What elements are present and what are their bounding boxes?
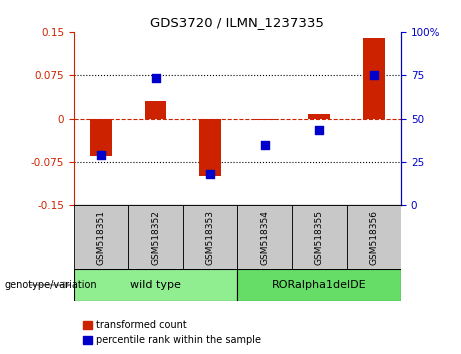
Text: GSM518351: GSM518351 [96,210,106,265]
Bar [254,119,276,120]
Bar [199,119,221,176]
Point [152,75,159,81]
Bar [308,114,330,119]
Text: GSM518356: GSM518356 [369,210,378,265]
Bar [74,205,128,269]
Point [207,171,214,176]
Text: GSM518353: GSM518353 [206,210,215,265]
Text: GSM518352: GSM518352 [151,210,160,265]
Bar [347,205,401,269]
Bar [90,119,112,156]
Bar [145,101,166,119]
Text: RORalpha1delDE: RORalpha1delDE [272,280,366,290]
Text: GSM518354: GSM518354 [260,210,269,265]
Bar [237,205,292,269]
Bar [74,269,237,301]
Point [315,127,323,133]
Point [370,73,378,78]
Bar [128,205,183,269]
Bar [183,205,237,269]
Point [97,152,105,158]
Title: GDS3720 / ILMN_1237335: GDS3720 / ILMN_1237335 [150,16,325,29]
Legend: transformed count, percentile rank within the sample: transformed count, percentile rank withi… [79,316,265,349]
Text: GSM518355: GSM518355 [315,210,324,265]
Bar [363,38,384,119]
Bar [292,205,347,269]
Text: genotype/variation: genotype/variation [5,280,97,290]
Bar [237,269,401,301]
Point [261,142,268,147]
Text: wild type: wild type [130,280,181,290]
